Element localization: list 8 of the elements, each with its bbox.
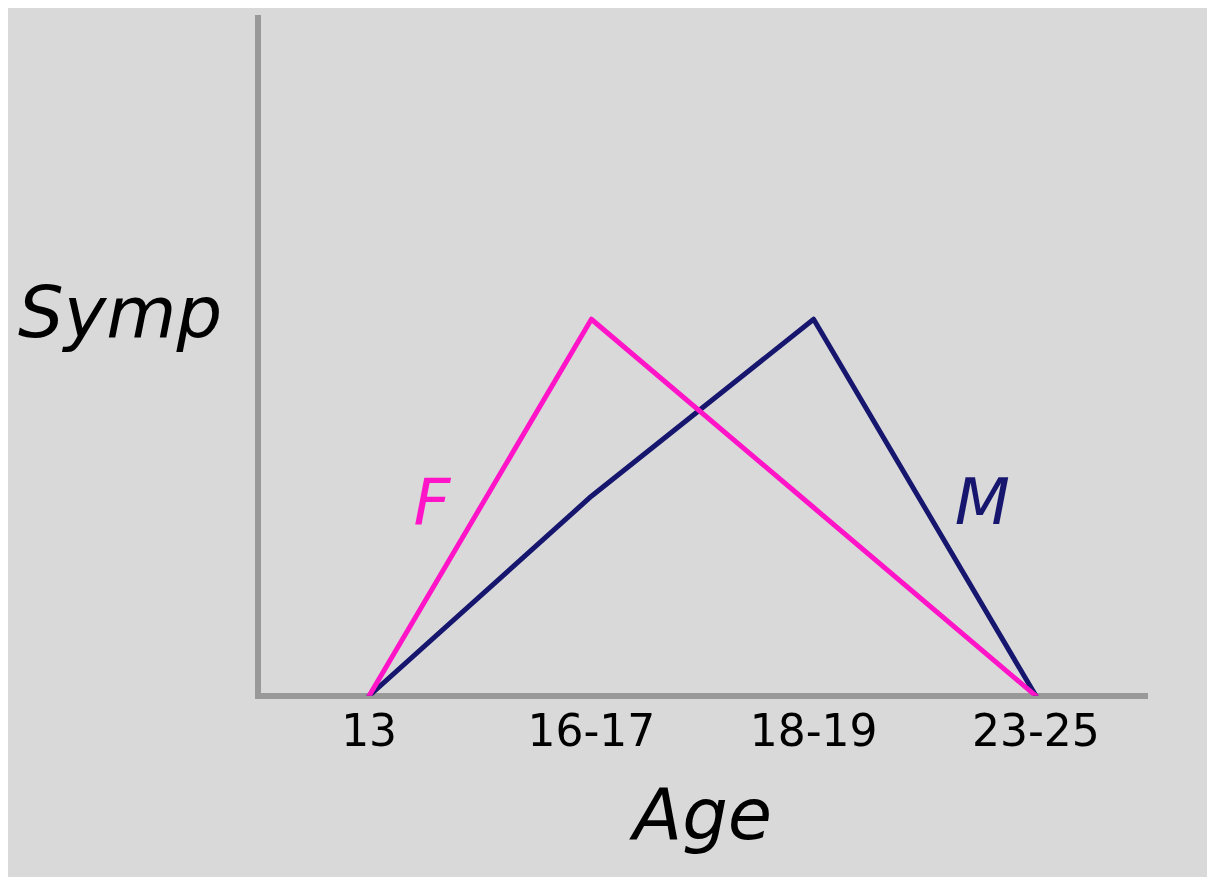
x-tick-label: 23-25 [971, 704, 1100, 756]
y-axis-title: Symp [18, 269, 223, 354]
x-tick-label: 13 [341, 704, 398, 756]
x-axis-title: Age [628, 771, 773, 856]
x-tick-label: 18-19 [749, 704, 878, 756]
series-label: M [954, 465, 1010, 540]
series-label: F [413, 465, 452, 540]
x-tick-label: 16-17 [527, 704, 656, 756]
